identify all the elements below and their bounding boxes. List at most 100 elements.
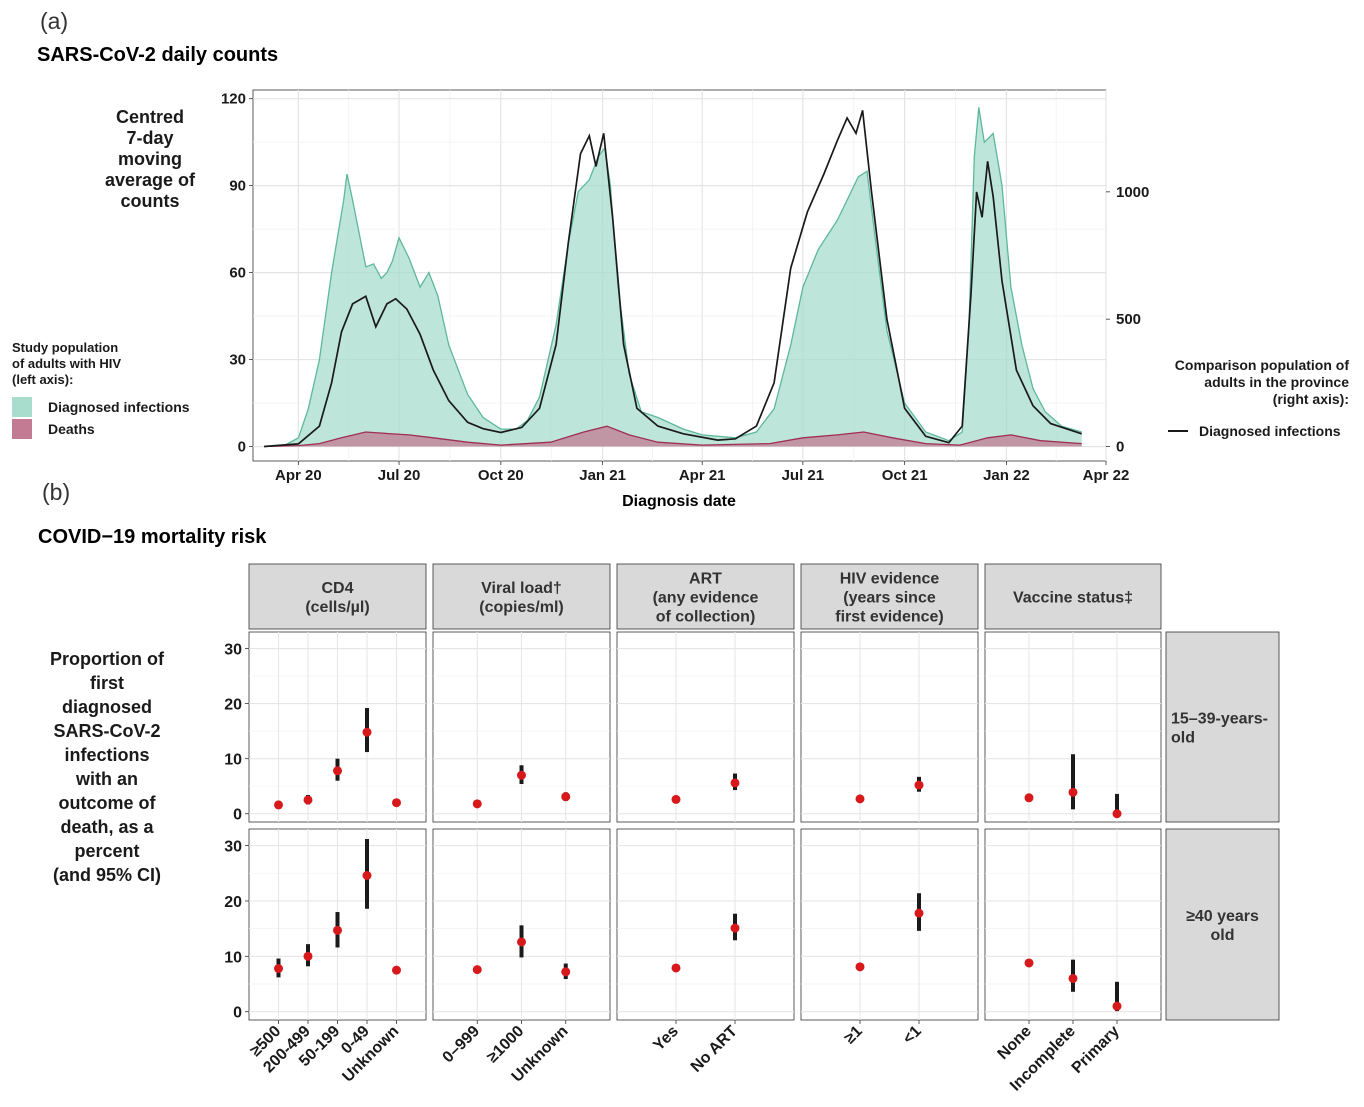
panel-a-label: (a) (40, 8, 68, 34)
facet-strip (616, 563, 795, 630)
point-estimate (561, 967, 571, 977)
facet-panel (984, 828, 1162, 1021)
plot-a-axes: Apr 20 Jul 20 Oct 20 Jan 21 Apr 21 Jul 21 Oct … (221, 91, 1149, 484)
b-y-axis-title-line: diagnosed (62, 697, 152, 717)
row-strip (1165, 631, 1280, 823)
facet-panel (432, 631, 611, 823)
x-axis-title: Diagnosis date (622, 493, 736, 510)
point-estimate (1024, 958, 1034, 968)
x-tick-label: Jan 22 (983, 467, 1030, 484)
row-strip (1165, 828, 1280, 1021)
b-y-axis-title-line: (and 95% CI) (53, 865, 161, 885)
point-estimate (1068, 973, 1078, 983)
b-y-axis-title-line: Proportion of (50, 649, 165, 669)
x-tick-label: Apr 22 (1083, 467, 1130, 484)
row-strip-label: ≥40 years (1186, 908, 1259, 925)
point-estimate (303, 795, 313, 805)
left-axis-title-line: counts (120, 191, 179, 211)
facet-panel (432, 828, 611, 1021)
facet-grid: CD4(cells/µl)≥500200-49950-1990-49Unknow… (224, 563, 1280, 1095)
facet-panel-background (616, 631, 795, 823)
facet-strip-label: of collection) (656, 609, 756, 626)
y-tick-label: 10 (224, 949, 242, 966)
point-estimate (362, 727, 372, 737)
point-estimate (914, 780, 924, 790)
facet-strip (984, 563, 1162, 630)
b-y-axis-title-line: death, as a (60, 817, 154, 837)
legend-item-label: Diagnosed infections (1199, 423, 1341, 439)
left-axis-title-line: 7-day (126, 128, 173, 148)
facet-strip (800, 563, 979, 630)
facet-panel (984, 631, 1162, 823)
y-left-tick-label: 0 (238, 439, 246, 456)
legend-swatch (12, 419, 32, 439)
row-strip-label: old (1171, 730, 1195, 747)
facet-strip-label: (years since (843, 590, 936, 607)
y-left-tick-label: 60 (229, 265, 246, 282)
facet-column: ART (any evidence of collection) Yes No ART (616, 563, 795, 1076)
facet-strip-label: Vaccine status‡ (1013, 590, 1133, 607)
x-tick-label: Apr 20 (275, 467, 322, 484)
facet-column: HIV evidence (years since first evidence) ≥… (800, 563, 979, 1048)
legend-left-title-line: of adults with HIV (12, 356, 121, 371)
area-deaths (264, 426, 1082, 447)
facet-panel-background (800, 631, 979, 823)
y-tick-label: 0 (233, 807, 242, 824)
facet-panel (616, 631, 795, 823)
facet-panel (800, 828, 979, 1021)
b-y-axis-title-line: percent (74, 841, 139, 861)
x-tick-label: ≥1000 (484, 1023, 527, 1066)
facet-panel-background (800, 828, 979, 1021)
x-tick-label: Primary (1069, 1023, 1123, 1077)
facet-strip-label: Viral load† (481, 580, 562, 597)
panel-a-title: SARS-CoV-2 daily counts (37, 44, 278, 66)
point-estimate (730, 923, 740, 933)
y-tick-label: 20 (224, 697, 242, 714)
legend-right-title-line: adults in the province (1204, 374, 1349, 390)
point-estimate (914, 908, 924, 918)
panel-b-label: (b) (42, 479, 70, 505)
left-axis-title-line: Centred (116, 107, 184, 127)
facet-strip-label: (copies/ml) (479, 599, 563, 616)
x-tick-label: Yes (650, 1023, 682, 1055)
y-left-tick-label: 30 (229, 352, 246, 369)
point-estimate (561, 792, 571, 802)
y-tick-label: 0 (233, 1005, 242, 1022)
b-y-axis-title-line: outcome of (59, 793, 157, 813)
x-tick-label: No ART (688, 1023, 741, 1076)
facet-strip-label: ART (689, 571, 722, 588)
row-strip-label: 15–39-years- (1171, 711, 1268, 728)
legend-item-label: Diagnosed infections (48, 399, 190, 415)
y-right-tick-label: 500 (1116, 311, 1141, 328)
plot-a-series (264, 107, 1082, 448)
facet-strip-label: (cells/µl) (305, 599, 369, 616)
point-estimate (517, 770, 526, 780)
point-estimate (855, 794, 865, 804)
y-left-tick-label: 120 (221, 91, 246, 108)
row-strip-label: old (1211, 927, 1235, 944)
left-axis-title-line: moving (118, 149, 182, 169)
facet-panel-background (616, 828, 795, 1021)
facet-strip-label: HIV evidence (840, 571, 940, 588)
x-tick-label: ≥1 (841, 1023, 866, 1048)
point-estimate (392, 798, 401, 808)
b-y-axis-title-line: infections (64, 745, 149, 765)
point-estimate (855, 962, 865, 972)
point-estimate (1112, 809, 1122, 819)
b-y-axis-title-line: SARS-CoV-2 (53, 721, 160, 741)
point-estimate (392, 965, 401, 975)
x-tick-label: Oct 21 (882, 467, 928, 484)
point-estimate (333, 925, 342, 935)
x-tick-label: Jul 20 (378, 467, 421, 484)
x-tick-label: Jul 21 (782, 467, 825, 484)
legend-left-title-line: (left axis): (12, 372, 73, 387)
left-axis-title-line: average of (105, 170, 196, 190)
b-y-axis-title: Proportion of first diagnosed SARS-CoV-2 inf… (50, 649, 165, 885)
point-estimate (274, 964, 283, 974)
b-y-axis-title-line: first (90, 673, 124, 693)
legend-item-label: Deaths (48, 421, 95, 437)
point-estimate (472, 799, 482, 809)
